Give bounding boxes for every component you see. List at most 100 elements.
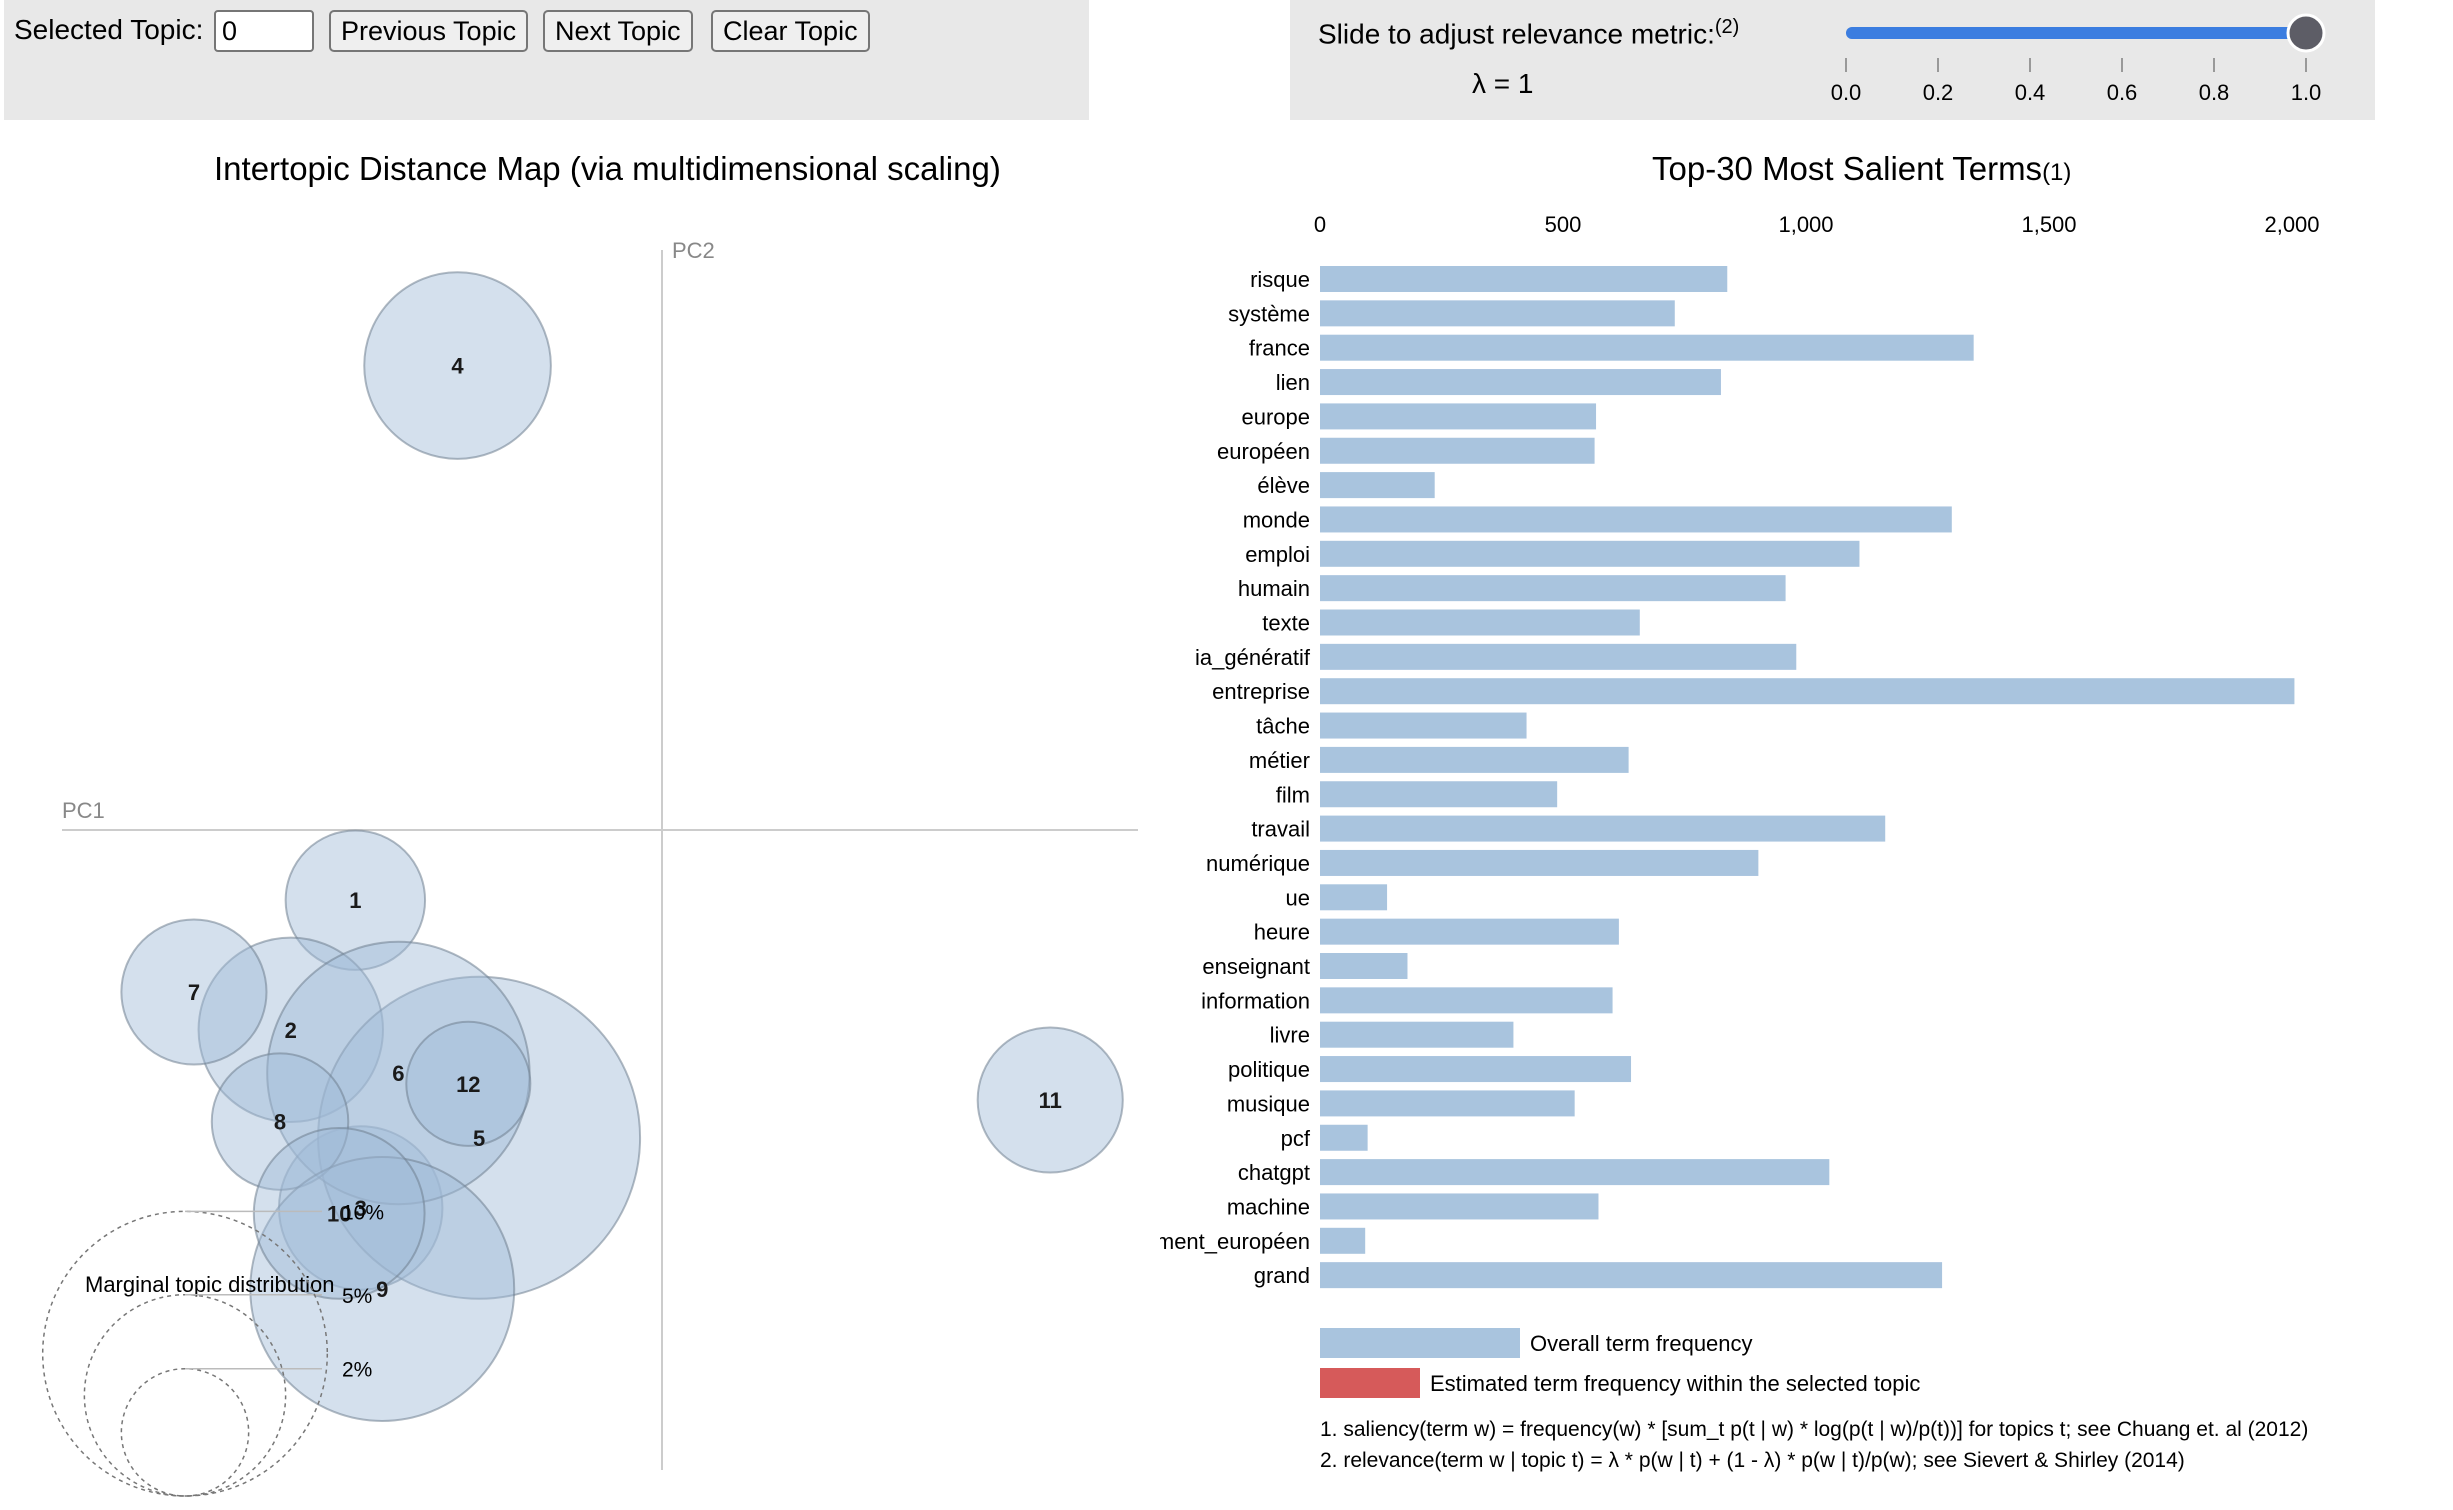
bar-overall-frequency xyxy=(1320,1021,1514,1048)
term-label: européen xyxy=(1217,439,1310,464)
map-axes: PC1 PC2 xyxy=(62,238,1138,1470)
legend-label-selected: Estimated term frequency within the sele… xyxy=(1430,1371,1920,1396)
bar-overall-frequency xyxy=(1320,334,1974,361)
bar-overall-frequency xyxy=(1320,403,1597,430)
term-label: numérique xyxy=(1206,851,1310,876)
slider-thumb[interactable] xyxy=(2286,13,2326,53)
bar-overall-frequency xyxy=(1320,953,1408,979)
legend-size-circle xyxy=(41,1210,329,1497)
topic-circle xyxy=(317,975,642,1300)
slider-fill xyxy=(1846,27,2306,39)
lambda-readout: λ = 1 xyxy=(1472,68,1534,99)
bar-overall-frequency xyxy=(1320,609,1640,636)
topic-circle xyxy=(363,271,552,460)
topic-label: 2 xyxy=(285,1018,297,1043)
term-label: grand xyxy=(1254,1263,1310,1288)
topic-circle xyxy=(210,1052,350,1191)
slider-note: (2) xyxy=(1714,16,1740,38)
topic-circle xyxy=(120,918,268,1066)
bar-overall-frequency xyxy=(1320,1056,1632,1083)
bar-overall-frequency xyxy=(1320,472,1435,499)
relevance-slider[interactable]: 0.0 0.2 0.4 0.6 0.8 1.0 xyxy=(1830,0,2390,120)
legend-size-label: 10% xyxy=(342,1201,384,1224)
topic-label: 6 xyxy=(392,1061,404,1086)
map-title: Intertopic Distance Map (via multidimens… xyxy=(214,150,1001,187)
topic-label: 1 xyxy=(349,888,361,913)
bar-overall-frequency xyxy=(1320,1090,1575,1117)
slider-tick-label: 0.4 xyxy=(2015,80,2046,105)
next-topic-button[interactable]: Next Topic xyxy=(543,10,693,52)
bar-overall-frequency xyxy=(1320,1227,1366,1254)
bar-x-tick-label: 1,500 xyxy=(2021,212,2076,237)
bar-overall-frequency xyxy=(1320,1262,1943,1289)
relevance-slider-panel: Slide to adjust relevance metric:(2) λ =… xyxy=(1290,0,2375,120)
slider-label: Slide to adjust relevance metric:(2) xyxy=(1318,16,1740,50)
legend-size-label: 5% xyxy=(342,1285,372,1308)
topic-label: 11 xyxy=(1039,1088,1062,1113)
bar-overall-frequency xyxy=(1320,815,1886,842)
topic-circle xyxy=(284,829,427,971)
bar-x-tick-label: 2,000 xyxy=(2264,212,2319,237)
marginal-distribution-legend: Marginal topic distribution 2% 5% 10% xyxy=(41,1201,384,1497)
bar-overall-frequency xyxy=(1320,437,1595,464)
term-label: ia_génératif xyxy=(1195,645,1311,670)
bar-overall-frequency xyxy=(1320,575,1786,602)
term-label: musique xyxy=(1227,1091,1310,1116)
term-label: parlement_européen xyxy=(1160,1229,1310,1254)
term-label: tâche xyxy=(1256,714,1310,739)
term-label: information xyxy=(1201,988,1310,1013)
bar-overall-frequency xyxy=(1320,643,1797,670)
term-label: film xyxy=(1276,782,1310,807)
bar-footnotes: 1. saliency(term w) = frequency(w) * [su… xyxy=(1320,1418,2308,1472)
term-label: système xyxy=(1228,301,1310,326)
term-label: entreprise xyxy=(1212,679,1310,704)
bar-overall-frequency xyxy=(1320,1124,1368,1151)
selected-topic-label: Selected Topic: xyxy=(14,14,204,45)
topic-circle xyxy=(976,1026,1124,1174)
topic-circle xyxy=(405,1020,532,1147)
bar-legend: Overall term frequency Estimated term fre… xyxy=(1320,1328,1920,1398)
clear-topic-button[interactable]: Clear Topic xyxy=(711,10,870,52)
term-label: france xyxy=(1249,336,1310,361)
slider-tick-label: 0.0 xyxy=(1831,80,1862,105)
bar-overall-frequency xyxy=(1320,369,1721,396)
bar-title-note: (1) xyxy=(2042,159,2072,186)
bar-overall-frequency xyxy=(1320,1193,1599,1220)
topic-circle xyxy=(249,1156,516,1422)
legend-swatch-selected xyxy=(1320,1368,1420,1398)
term-label: risque xyxy=(1250,267,1310,292)
bar-x-tick-label: 1,000 xyxy=(1778,212,1833,237)
bar-rows: risque système france lien europe européen élè… xyxy=(1160,266,2295,1289)
legend-size-label: 2% xyxy=(342,1359,372,1382)
topic-label: 9 xyxy=(376,1277,388,1302)
slider-tick-label: 0.6 xyxy=(2107,80,2138,105)
topic-label: 8 xyxy=(274,1110,286,1135)
topic-label: 5 xyxy=(473,1126,485,1151)
salient-terms-chart: 0 500 1,000 1,500 2,000 risque système france l… xyxy=(1160,212,2320,1472)
slider-tick-label: 0.2 xyxy=(1923,80,1954,105)
term-label: livre xyxy=(1270,1023,1310,1048)
previous-topic-button[interactable]: Previous Topic xyxy=(329,10,529,52)
footnote: 1. saliency(term w) = frequency(w) * [su… xyxy=(1320,1418,2308,1441)
term-label: métier xyxy=(1249,748,1310,773)
bar-overall-frequency xyxy=(1320,712,1527,739)
term-label: travail xyxy=(1251,817,1310,842)
bar-overall-frequency xyxy=(1320,781,1558,808)
footnote: 2. relevance(term w | topic t) = λ * p(w… xyxy=(1320,1449,2185,1472)
term-label: ue xyxy=(1286,885,1310,910)
bar-overall-frequency xyxy=(1320,506,1952,533)
selected-topic-input[interactable]: 0 xyxy=(214,10,314,52)
term-label: élève xyxy=(1257,473,1310,498)
term-label: heure xyxy=(1254,920,1310,945)
topic-control-panel: Selected Topic: 0 Previous Topic Next To… xyxy=(4,0,1089,120)
bar-overall-frequency xyxy=(1320,987,1613,1014)
bar-title: Top-30 Most Salient Terms(1) xyxy=(1652,150,2072,187)
legend-label-overall: Overall term frequency xyxy=(1530,1331,1753,1356)
term-label: europe xyxy=(1241,404,1310,429)
term-label: machine xyxy=(1227,1194,1310,1219)
slider-tick-label: 0.8 xyxy=(2199,80,2230,105)
legend-size-circle xyxy=(120,1367,250,1497)
slider-tick-label: 1.0 xyxy=(2291,80,2322,105)
